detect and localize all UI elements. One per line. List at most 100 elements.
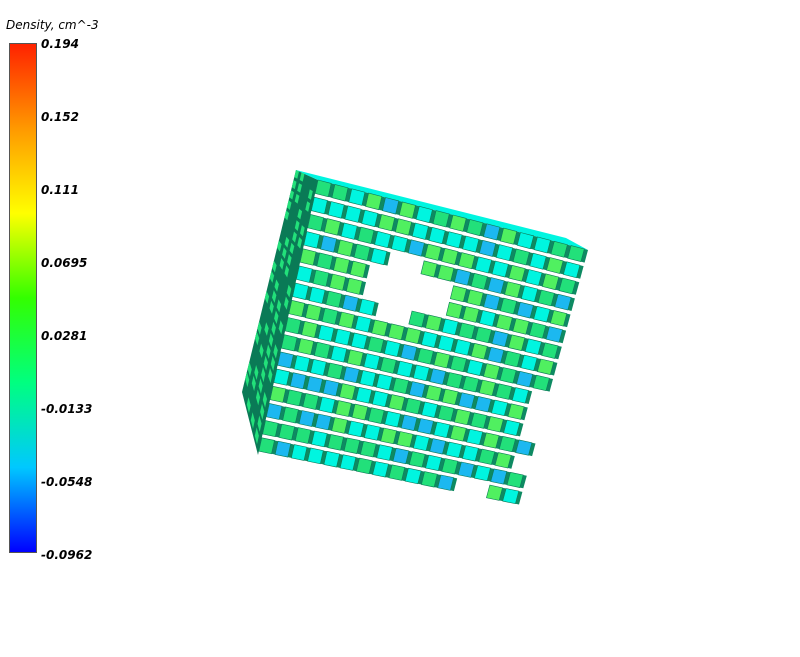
voxel-face [466, 219, 484, 237]
left-face-voxel [250, 412, 255, 429]
voxel-face [382, 197, 400, 215]
voxel-face [343, 366, 360, 384]
voxel-side [559, 260, 567, 275]
voxel-face [293, 355, 311, 373]
voxel-face [454, 408, 471, 426]
voxel-face [404, 327, 422, 345]
voxel-face [313, 341, 331, 359]
voxel-side [361, 192, 369, 207]
voxel-side [538, 341, 546, 356]
voxel-side [455, 322, 462, 336]
voxel-face [537, 289, 555, 307]
voxel-face [449, 425, 467, 442]
voxel-side [338, 294, 346, 309]
voxel-side [395, 200, 403, 215]
voxel-face [550, 310, 568, 327]
voxel-face [516, 301, 534, 319]
voxel-side [488, 260, 496, 274]
voxel-face [404, 467, 422, 485]
voxel-side [547, 240, 555, 254]
voxel-face [512, 248, 530, 266]
voxel-face [533, 305, 551, 323]
voxel-side [507, 455, 515, 469]
voxel-face [295, 265, 313, 283]
voxel-face [458, 322, 476, 340]
voxel-face [546, 257, 564, 274]
voxel-face [342, 294, 359, 312]
voxel-side [479, 362, 487, 377]
voxel-face [454, 339, 472, 356]
voxel-face [387, 323, 405, 341]
voxel-side [475, 309, 483, 324]
voxel-face [392, 377, 410, 395]
voxel-side [369, 460, 376, 475]
voxel-face [541, 342, 559, 359]
voxel-face [301, 320, 318, 339]
voxel-side [546, 378, 553, 392]
voxel-face [348, 188, 366, 206]
voxel-face [321, 307, 339, 325]
voxel-face [347, 420, 365, 438]
voxel-face [335, 400, 352, 417]
voxel-face [375, 373, 393, 391]
voxel-face [274, 440, 292, 458]
voxel-face [340, 222, 358, 240]
voxel-side [513, 301, 521, 315]
voxel-side [384, 322, 392, 337]
voxel-face [339, 383, 356, 400]
voxel-side [385, 393, 392, 408]
voxel-side [413, 347, 421, 362]
voxel-face [474, 396, 492, 413]
voxel-face [357, 226, 375, 244]
voxel-face [331, 417, 348, 434]
voxel-face [310, 358, 327, 376]
voxel-face [516, 370, 534, 388]
voxel-side [310, 341, 318, 356]
voxel-face [433, 351, 451, 369]
left-face-voxel [284, 236, 290, 248]
voxel-face [372, 461, 389, 478]
voxel-side [383, 251, 391, 266]
voxel-side [404, 238, 412, 253]
left-face-voxel [299, 172, 305, 182]
voxel-face [470, 342, 488, 360]
voxel-side [405, 450, 413, 465]
voxel-side [459, 375, 466, 390]
left-face-voxel [284, 296, 289, 310]
left-face-voxel [308, 189, 313, 200]
voxel-face [508, 334, 526, 351]
voxel-face [360, 440, 377, 458]
voxel-side [450, 408, 458, 422]
voxel-face [425, 454, 442, 471]
voxel-side [391, 217, 399, 232]
left-face-voxel [268, 333, 274, 348]
left-face-voxel [259, 343, 264, 358]
voxel-face [490, 468, 508, 485]
voxel-face [502, 488, 520, 505]
voxel-face [312, 269, 330, 287]
left-face-voxel [258, 378, 263, 394]
voxel-face [322, 379, 340, 397]
left-face-voxel [273, 344, 278, 359]
voxel-side [463, 428, 470, 442]
voxel-face [288, 299, 306, 318]
left-face-voxel [257, 321, 262, 335]
colorbar-title: Density, cm^-3 [6, 18, 99, 32]
voxel-face [425, 384, 443, 402]
voxel-side [334, 311, 342, 326]
voxel-face [425, 314, 442, 332]
voxel-face [550, 240, 568, 258]
voxel-face [407, 239, 425, 257]
colorbar-tick: -0.0548 [41, 475, 93, 489]
left-face-voxel [272, 260, 277, 273]
voxel-side [500, 280, 508, 295]
voxel-side [360, 352, 367, 367]
left-face-voxel [284, 265, 289, 278]
voxel-side [336, 454, 344, 468]
voxel-side [438, 247, 445, 262]
voxel-side [425, 226, 433, 241]
voxel-face [310, 196, 328, 215]
voxel-face [500, 227, 518, 245]
voxel-face [388, 464, 406, 481]
voxel-side [422, 454, 429, 468]
